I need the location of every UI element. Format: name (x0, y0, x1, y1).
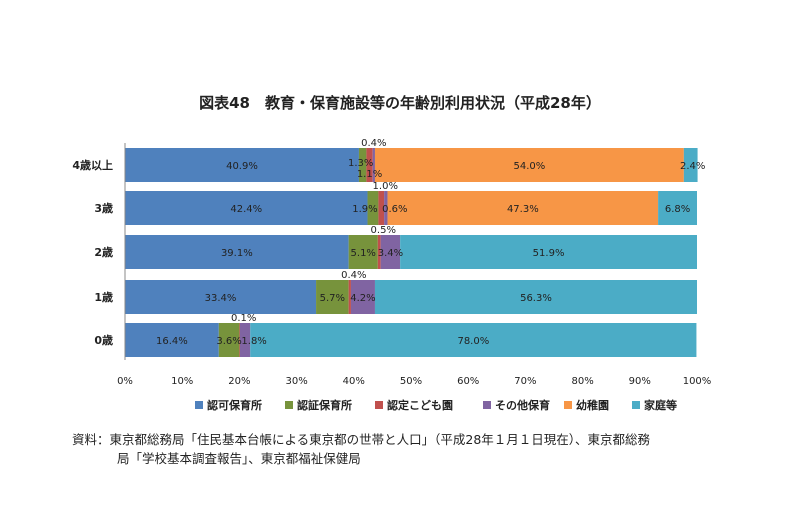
segment-label: 0.6% (382, 204, 407, 215)
segment-label: 5.1% (351, 248, 376, 259)
legend-label: 認可保育所 (207, 398, 262, 412)
value-axis: 0% 10% 20% 30% 40% 50% 60% 70% 80% 90% 100% (117, 376, 711, 387)
segment-label: 1.0% (373, 181, 398, 192)
chart-title: 図表48 教育・保育施設等の年齢別利用状況（平成28年） (199, 94, 601, 112)
x-tick-label: 80% (571, 376, 593, 387)
segment-label: 3.4% (378, 248, 403, 259)
segment-labels-group: 40.9% 1.3%1.1% 0.4% 54.0% 2.4% 42.4% 1.9% 1.0% 0… (156, 138, 705, 347)
x-tick-label: 30% (285, 376, 307, 387)
bar-segment (366, 148, 373, 182)
segment-label: 0.4% (361, 138, 386, 149)
bars-group (125, 148, 698, 357)
segment-label: 0.5% (371, 225, 396, 236)
segment-label: 1.9% (352, 204, 377, 215)
x-tick-label: 90% (629, 376, 651, 387)
segment-label: 1.3% (348, 158, 373, 169)
bar-segment (377, 235, 381, 269)
legend-swatch (285, 401, 293, 409)
source-line-1: 資料：東京都総務局「住民基本台帳による東京都の世帯と人口」（平成28年１月１日現… (72, 432, 651, 447)
source-note: 資料：東京都総務局「住民基本台帳による東京都の世帯と人口」（平成28年１月１日現… (72, 430, 752, 468)
segment-label: 0.4% (341, 270, 366, 281)
segment-label: 2.4% (680, 161, 705, 172)
x-tick-label: 100% (683, 376, 712, 387)
segment-label: 56.3% (520, 293, 552, 304)
legend-label: その他保育 (495, 398, 550, 412)
x-tick-label: 10% (171, 376, 193, 387)
legend: 認可保育所 認証保育所 認定こども園 その他保育 幼稚園 家庭等 (195, 398, 677, 412)
x-tick-label: 0% (117, 376, 133, 387)
x-tick-label: 40% (343, 376, 365, 387)
bar-segment (380, 235, 401, 269)
legend-swatch (564, 401, 572, 409)
bar-segment (400, 235, 697, 269)
segment-label: 5.7% (320, 293, 345, 304)
segment-label: 78.0% (457, 336, 489, 347)
segment-label: 0.1% (231, 313, 256, 324)
bar-segment (125, 191, 368, 225)
bar-segment (125, 280, 317, 314)
x-tick-label: 50% (400, 376, 422, 387)
segment-label: 51.9% (533, 248, 565, 259)
segment-label: 16.4% (156, 336, 188, 347)
segment-label: 6.8% (665, 204, 690, 215)
legend-label: 認証保育所 (297, 398, 352, 412)
segment-label: 1.8% (241, 336, 266, 347)
bar-segment (239, 323, 240, 357)
category-label: 3歳 (94, 201, 113, 215)
legend-swatch (375, 401, 383, 409)
x-tick-label: 60% (457, 376, 479, 387)
category-label: 2歳 (94, 245, 113, 259)
bar-segment (239, 323, 251, 357)
segment-label: 39.1% (221, 248, 253, 259)
segment-label: 47.3% (507, 204, 539, 215)
bar-segment (367, 191, 379, 225)
bar-segment (125, 148, 359, 182)
category-axis: 4歳以上 3歳 2歳 1歳 0歳 (72, 143, 126, 360)
bar-segment (350, 280, 375, 314)
bar-segment (218, 323, 240, 357)
stacked-bar-chart: 図表48 教育・保育施設等の年齢別利用状況（平成28年） 40.9% 1.3%1.… (72, 94, 711, 412)
bar-segment (374, 280, 697, 314)
bar-segment (374, 148, 684, 182)
bar-segment (372, 148, 375, 182)
legend-label: 家庭等 (644, 398, 677, 412)
segment-label: 33.4% (205, 293, 237, 304)
bar-segment (348, 235, 378, 269)
bar-segment (125, 235, 349, 269)
legend-label: 幼稚園 (576, 398, 609, 412)
bar-segment (378, 191, 385, 225)
bar-segment (384, 191, 388, 225)
segment-label: 4.2% (350, 293, 375, 304)
legend-swatch (195, 401, 203, 409)
segment-label: 40.9% (226, 161, 258, 172)
bar-segment (387, 191, 659, 225)
category-label: 0歳 (94, 333, 113, 347)
category-label: 1歳 (94, 290, 113, 304)
bar-segment (683, 148, 698, 182)
bar-segment (358, 148, 367, 182)
category-label: 4歳以上 (72, 158, 113, 172)
legend-label: 認定こども園 (387, 398, 453, 412)
segment-label: 3.6% (216, 336, 241, 347)
segment-label: 1.1% (357, 169, 382, 180)
bar-segment (348, 280, 351, 314)
bar-segment (658, 191, 697, 225)
x-tick-label: 70% (514, 376, 536, 387)
x-tick-label: 20% (228, 376, 250, 387)
segment-label: 42.4% (230, 204, 262, 215)
legend-swatch (632, 401, 640, 409)
source-line-2: 局「学校基本調査報告」、東京都福祉保健局 (117, 451, 361, 466)
bar-segment (125, 323, 219, 357)
segment-label: 54.0% (514, 161, 546, 172)
bar-segment (250, 323, 697, 357)
bar-segment (316, 280, 349, 314)
legend-swatch (483, 401, 491, 409)
